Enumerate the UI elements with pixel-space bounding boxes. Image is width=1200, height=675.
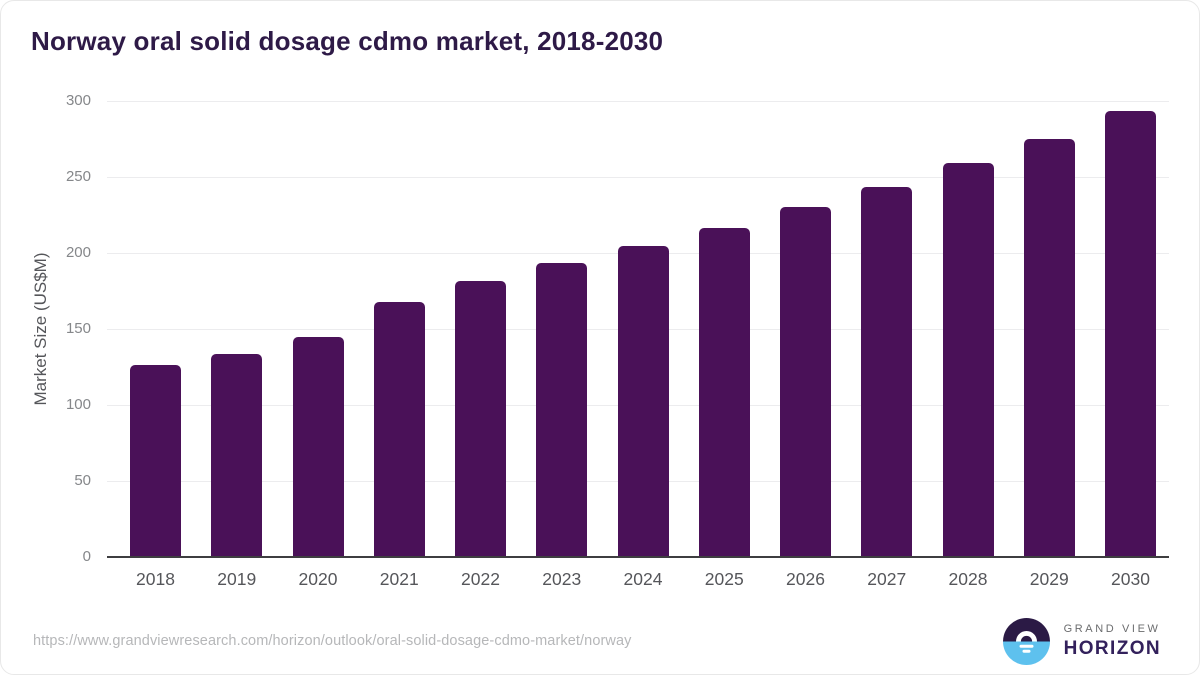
bar-2027: [861, 186, 913, 557]
bar-2024: [617, 246, 669, 557]
x-tick-label: 2019: [217, 569, 257, 589]
x-tick-label: 2021: [379, 569, 419, 589]
y-tick-label: 100: [65, 396, 91, 413]
bar-2026: [780, 207, 831, 557]
logo-line1: GRAND VIEW: [1063, 623, 1161, 635]
logo-line2: HORIZON: [1063, 638, 1161, 659]
bar-2018: [130, 365, 181, 557]
x-tick-label: 2023: [542, 569, 582, 589]
x-tick-label: 2018: [136, 569, 175, 589]
brand-logo: GRAND VIEW HORIZON: [1002, 618, 1161, 665]
gridline: [107, 101, 1169, 102]
x-tick-label: 2029: [1029, 569, 1069, 589]
x-tick-label: 2020: [298, 569, 338, 589]
bar-2022: [455, 281, 506, 557]
y-tick-label: 150: [65, 320, 91, 337]
bar-2019: [211, 354, 263, 557]
bar-2023: [536, 262, 588, 557]
logo-wordmark: GRAND VIEW HORIZON: [1064, 623, 1161, 660]
chart-title: Norway oral solid dosage cdmo market, 20…: [31, 26, 664, 56]
horizon-sun-icon: [1002, 618, 1050, 665]
bar-2030: [1105, 110, 1156, 557]
x-tick-label: 2027: [867, 569, 907, 589]
bar-2021: [373, 302, 425, 557]
x-tick-label: 2030: [1111, 569, 1150, 589]
x-axis-line: [107, 556, 1169, 558]
y-tick-label: 0: [82, 548, 91, 565]
y-tick-label: 50: [74, 472, 91, 489]
bar-2029: [1023, 139, 1075, 557]
source-url: https://www.grandviewresearch.com/horizo…: [33, 633, 632, 649]
y-tick-label: 200: [65, 244, 91, 261]
bar-2020: [292, 336, 344, 557]
y-tick-label: 250: [65, 168, 91, 185]
bar-2028: [942, 162, 994, 557]
x-tick-label: 2026: [786, 569, 825, 589]
x-tick-label: 2024: [623, 569, 663, 589]
x-tick-label: 2025: [704, 569, 744, 589]
x-tick-label: 2028: [948, 569, 988, 589]
bar-2025: [698, 227, 750, 557]
x-tick-label: 2022: [461, 569, 500, 589]
gridline: [107, 177, 1169, 178]
y-tick-label: 300: [65, 92, 91, 109]
plot-area: 0 50 100 150 200 250 300 2018 2019 2020 2021 2022 20…: [66, 92, 1169, 589]
